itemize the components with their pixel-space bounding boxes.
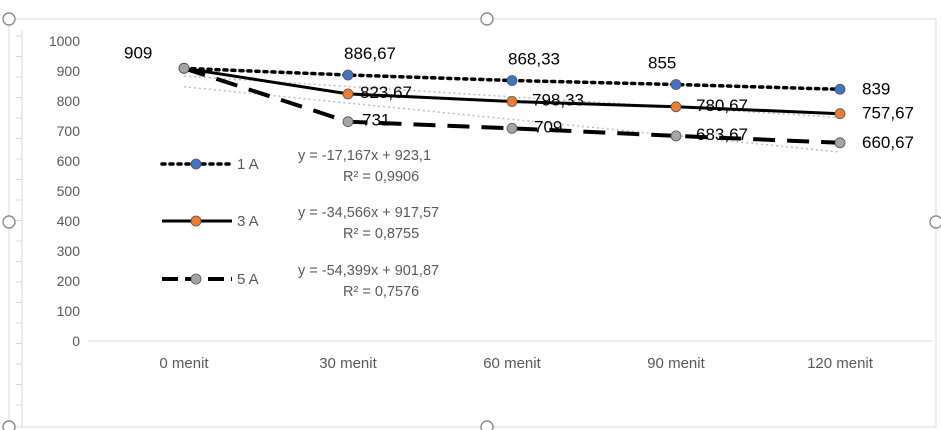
- legend-marker-5-a: [190, 273, 202, 285]
- trendline-r2-5-a: R² = 0,7576: [343, 284, 419, 300]
- data-label-1-a: 909: [124, 43, 152, 62]
- legend-label-5-a: 5 A: [237, 271, 259, 288]
- data-point-1-a: [670, 79, 682, 90]
- y-tick-label: 100: [57, 303, 81, 319]
- data-point-5-a: [178, 62, 190, 74]
- y-tick-label: 600: [57, 153, 81, 169]
- selection-handles[interactable]: [2, 12, 941, 430]
- x-tick-label: 120 menit: [807, 355, 874, 372]
- trendline-r2-1-a: R² = 0,9906: [343, 169, 419, 185]
- trendline-equation-5-a: y = -54,399x + 901,87: [298, 263, 439, 279]
- data-label-3-a: 780,67: [696, 96, 748, 115]
- trendline-equation-3-a: y = -34,566x + 917,57: [298, 205, 439, 221]
- legend: 1 A y = -17,167x + 923,1 R² = 0,9906 3 A y =…: [160, 148, 439, 300]
- data-point-3-a: [670, 101, 682, 113]
- legend-marker-3-a: [190, 215, 202, 227]
- data-point-5-a: [834, 137, 846, 149]
- data-point-5-a: [342, 116, 354, 128]
- x-tick-label: 0 menit: [159, 355, 209, 372]
- data-label-layer: 909 886,67 868,33 855 839 823,67 798,33 780,67 7…: [124, 43, 914, 151]
- data-label-3-a: 757,67: [862, 104, 914, 123]
- y-tick-label: 0: [72, 333, 80, 349]
- data-label-3-a: 798,33: [532, 91, 584, 110]
- series-layer: [178, 62, 846, 149]
- x-tick-label: 90 menit: [647, 355, 705, 372]
- x-tick-label: 30 menit: [319, 355, 377, 372]
- resize-handle[interactable]: [929, 215, 941, 229]
- resize-handle[interactable]: [480, 12, 494, 26]
- data-point-5-a: [670, 130, 682, 142]
- data-label-5-a: 731: [362, 111, 390, 130]
- data-label-5-a: 660,67: [862, 133, 914, 152]
- data-point-1-a: [506, 75, 518, 86]
- y-tick-label: 700: [57, 123, 81, 139]
- y-tick-label: 800: [57, 93, 81, 109]
- y-tick-label: 400: [57, 213, 81, 229]
- y-tick-label: 300: [57, 243, 81, 259]
- y-tick-label: 200: [57, 273, 81, 289]
- data-label-3-a: 823,67: [360, 83, 412, 102]
- resize-handle[interactable]: [2, 12, 16, 26]
- data-point-3-a: [834, 108, 846, 120]
- legend-label-3-a: 3 A: [237, 213, 259, 230]
- data-point-1-a: [342, 69, 354, 81]
- y-tick-label: 900: [57, 63, 81, 79]
- trendline-equation-1-a: y = -17,167x + 923,1: [298, 148, 431, 164]
- y-tick-label: 1000: [49, 33, 80, 49]
- data-label-1-a: 855: [648, 54, 676, 73]
- resize-handle[interactable]: [2, 215, 16, 229]
- data-label-1-a: 886,67: [344, 44, 396, 63]
- resize-handle[interactable]: [2, 420, 16, 430]
- data-label-5-a: 709: [534, 117, 562, 136]
- data-point-1-a: [834, 83, 846, 95]
- data-label-1-a: 839: [862, 79, 890, 98]
- x-tick-label: 60 menit: [483, 355, 541, 372]
- axis-layer: 0 100 200 300 400 500 600 700 800 900 1000 0 menit 3…: [16, 30, 932, 427]
- series-line-5-a: [183, 66, 841, 145]
- data-label-5-a: 683,67: [696, 125, 748, 144]
- data-label-1-a: 868,33: [508, 50, 560, 69]
- data-point-3-a: [506, 96, 518, 107]
- y-tick-label: 500: [57, 183, 81, 199]
- trendline-r2-3-a: R² = 0,8755: [343, 226, 419, 242]
- chart-area-frame: [8, 18, 937, 428]
- legend-marker-1-a: [190, 158, 202, 170]
- legend-label-1-a: 1 A: [237, 156, 259, 173]
- data-point-3-a: [342, 88, 354, 100]
- data-point-5-a: [506, 122, 518, 134]
- resize-handle[interactable]: [480, 420, 494, 430]
